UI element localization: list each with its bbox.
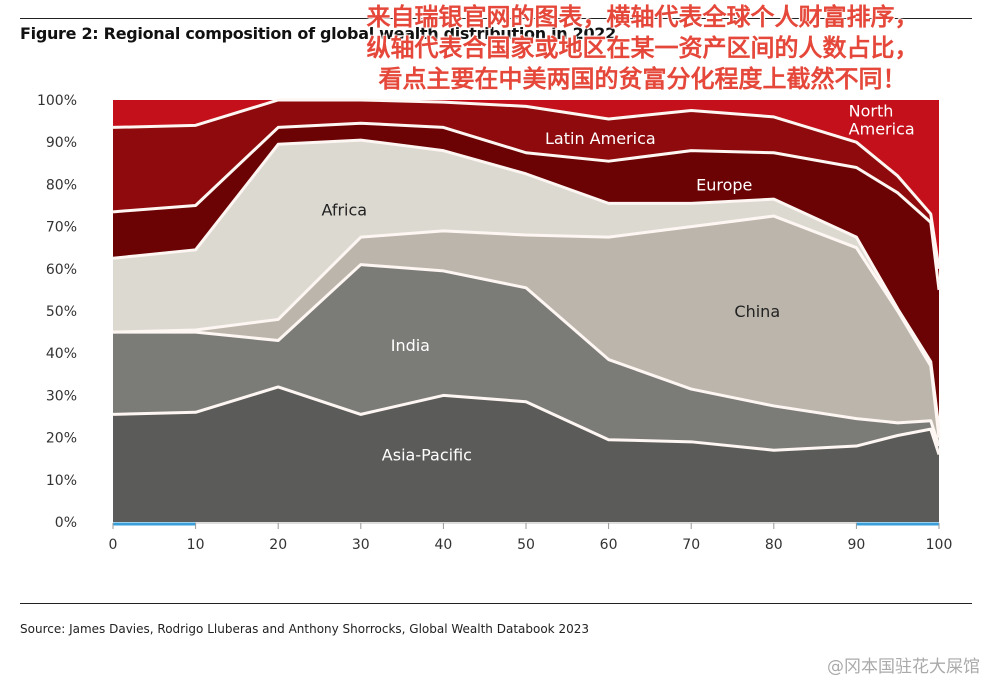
y-tick-label: 70% [46,220,77,236]
series-label: Latin America [545,129,656,148]
y-tick-label: 40% [46,346,77,362]
series-label: Africa [321,201,367,220]
series-label: Europe [696,175,752,194]
series-label: China [734,302,780,321]
series-label: North America [849,102,915,139]
boundary-line [112,98,941,270]
y-tick-label: 100% [37,93,77,109]
area-asia-pacific [113,386,939,522]
boundary-line [112,121,941,291]
area-africa [113,140,939,438]
x-tick-label: 100 [926,537,953,553]
series-label: Asia-Pacific [382,445,472,464]
area-china [113,216,939,447]
x-tick-label: 40 [434,537,452,553]
y-tick-label: 90% [46,135,77,151]
x-tick-label: 80 [765,537,783,553]
x-tick-label: 30 [352,537,370,553]
y-tick-label: 0% [55,515,77,531]
chart-title: Figure 2: Regional composition of global… [20,24,616,43]
x-tick-label: 50 [517,537,535,553]
y-tick-label: 80% [46,177,77,193]
top-rule [20,18,972,19]
overlay-annotation: 来自瑞银官网的图表，横轴代表全球个人财富排序， 纵轴代表合国家或地区在某一资产区… [300,2,985,95]
y-tick-label: 50% [46,304,77,320]
area-india [113,264,939,455]
area-latin-america [113,100,939,290]
x-tick-label: 90 [847,537,865,553]
x-tick-label: 70 [682,537,700,553]
x-tick-label: 10 [187,537,205,553]
x-tick-label: 20 [269,537,287,553]
y-tick-label: 20% [46,431,77,447]
y-tick-label: 10% [46,473,77,489]
overlay-line: 来自瑞银官网的图表，横轴代表全球个人财富排序， [366,3,919,31]
bottom-rule [20,603,972,604]
series-label: India [391,336,430,355]
chart: Asia-Pacific India China Africa Europe Latin … [37,93,953,553]
x-tick-label: 60 [600,537,618,553]
y-tick-label: 60% [46,262,77,278]
boundary-line [113,263,941,447]
x-tick-label: 0 [109,537,118,553]
y-tick-label: 30% [46,388,77,404]
boundary-line [112,385,941,455]
area-north-america [113,100,939,269]
area-europe [113,123,939,430]
overlay-line: 看点主要在中美两国的贫富分化程度上截然不同！ [378,65,907,93]
source-note: Source: James Davies, Rodrigo Lluberas a… [20,622,589,636]
watermark: @冈本国驻花大屎馆 [827,657,980,677]
boundary-line [112,138,941,430]
overlay-line: 纵轴代表合国家或地区在某一资产区间的人数占比， [366,34,919,62]
